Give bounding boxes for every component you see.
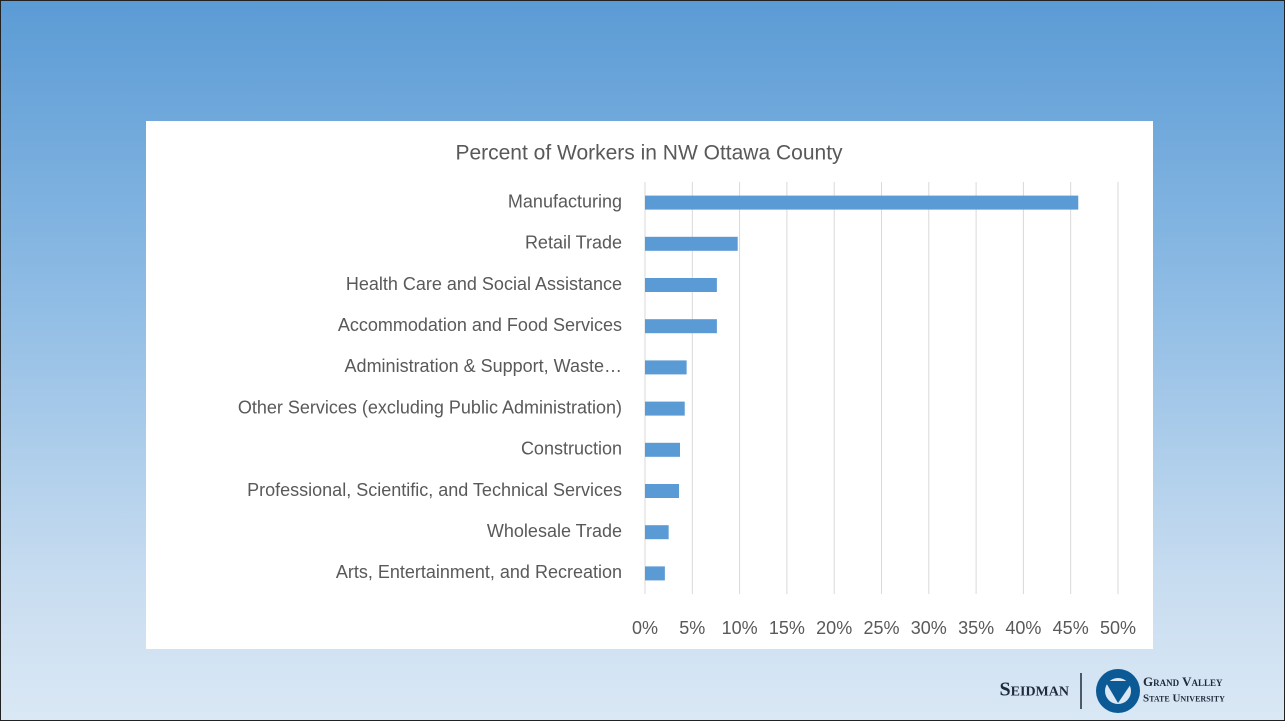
y-tick-label: Administration & Support, Waste… (345, 356, 622, 376)
y-tick-label: Retail Trade (525, 233, 622, 253)
y-tick-label: Accommodation and Food Services (338, 315, 622, 335)
university-top: Grand Valley (1143, 674, 1223, 689)
x-tick-label: 0% (632, 618, 658, 638)
y-tick-label: Manufacturing (508, 191, 622, 211)
y-tick-label: Professional, Scientific, and Technical … (247, 480, 622, 500)
bar (645, 195, 1079, 210)
bar (645, 401, 685, 416)
bar (645, 525, 669, 540)
x-tick-label: 20% (816, 618, 852, 638)
y-tick-label: Arts, Entertainment, and Recreation (336, 562, 622, 582)
x-tick-label: 50% (1100, 618, 1136, 638)
x-tick-label: 35% (958, 618, 994, 638)
bar (645, 566, 665, 581)
y-tick-label: Other Services (excluding Public Adminis… (238, 397, 622, 417)
logo-mark-v (1105, 681, 1133, 703)
university-bottom: State University (1143, 693, 1225, 705)
bar (645, 360, 687, 375)
bar (645, 484, 680, 498)
x-tick-label: 5% (679, 618, 705, 638)
bar (645, 236, 738, 251)
x-tick-label: 45% (1053, 618, 1089, 638)
logo: Seidman Grand Valley State University (1000, 669, 1225, 713)
x-tick-label: 10% (722, 618, 758, 638)
bar (645, 278, 717, 292)
bar (645, 442, 681, 457)
brand: Seidman (1000, 679, 1069, 701)
x-tick-label: 30% (911, 618, 947, 638)
y-tick-label: Construction (521, 439, 622, 459)
y-tick-label: Wholesale Trade (487, 521, 622, 541)
bar (645, 319, 717, 334)
x-tick-label: 15% (769, 618, 805, 638)
x-tick-label: 25% (863, 618, 899, 638)
chart-title: Percent of Workers in NW Ottawa County (455, 142, 843, 165)
x-tick-label: 40% (1005, 618, 1041, 638)
y-tick-label: Health Care and Social Assistance (346, 274, 622, 294)
